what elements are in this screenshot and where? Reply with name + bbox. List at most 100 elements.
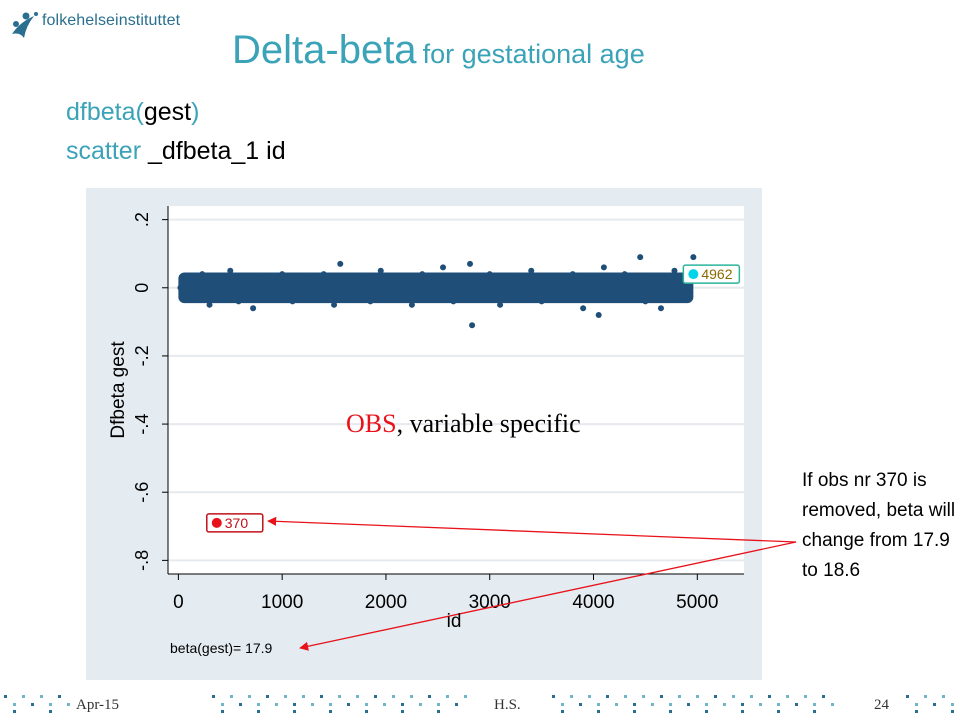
command-line-2: scatter _dfbeta_1 id [66, 137, 286, 166]
beta-annotation: beta(gest)= 17.9 [170, 640, 273, 656]
footer-dot [302, 695, 305, 698]
footer-dot [570, 695, 573, 698]
footer-dot [22, 695, 25, 698]
footer-dot [320, 695, 323, 698]
data-point [250, 305, 257, 312]
data-point [476, 295, 483, 301]
plot-area [168, 206, 744, 574]
x-tick-label: 4000 [572, 592, 614, 613]
footer-dot [597, 710, 600, 713]
x-tick-label: 5000 [676, 592, 718, 613]
footer-dot [49, 710, 52, 713]
data-point [199, 271, 206, 278]
data-point [467, 260, 474, 267]
footer-dot [741, 710, 744, 713]
data-point [218, 295, 225, 301]
data-point [595, 312, 602, 319]
data-point [242, 281, 249, 288]
title-sub: for gestational age [422, 39, 645, 69]
data-point [657, 305, 664, 312]
data-point [450, 298, 457, 305]
data-point [206, 301, 213, 308]
data-point [460, 277, 467, 284]
footer-dot [329, 703, 332, 706]
footer-dot [365, 703, 368, 706]
y-axis-label: Dfbeta gest [108, 341, 129, 439]
x-axis-label: id [447, 611, 462, 632]
data-point [517, 291, 524, 298]
footer-dot [741, 703, 744, 706]
footer-dot [40, 695, 43, 698]
footer-dot [419, 703, 422, 706]
footer-dot [392, 695, 395, 698]
footer-dot [248, 695, 251, 698]
footer-dot [347, 703, 350, 706]
footer-dot [831, 703, 834, 706]
footer-dot [795, 703, 798, 706]
footer-dot [561, 703, 564, 706]
data-point [268, 291, 275, 298]
footer-dot [329, 710, 332, 713]
footer-dot [750, 695, 753, 698]
logo [12, 12, 38, 38]
footer-dot [257, 703, 260, 706]
page-title: Delta-beta for gestational age [232, 28, 645, 73]
arrow-to-beta [299, 541, 797, 651]
footer-dot [597, 703, 600, 706]
command-1-close: ) [191, 98, 200, 126]
footer-dot [615, 703, 618, 706]
data-point [310, 295, 317, 301]
footer-dot [786, 695, 789, 698]
command-2-argument: _dfbeta_1 id [141, 137, 286, 165]
data-point [678, 295, 685, 301]
footer-dot [660, 695, 663, 698]
data-point [388, 295, 395, 301]
data-point [590, 274, 597, 281]
data-point [377, 267, 384, 274]
data-point [190, 291, 197, 298]
data-point [320, 271, 327, 278]
arrow-to-370 [267, 516, 797, 543]
y-tick-label: -.8 [132, 550, 152, 571]
footer-dot [813, 703, 816, 706]
data-point [398, 277, 405, 284]
data-point [569, 271, 576, 278]
footer-dot [777, 703, 780, 706]
highlight-box-4962 [682, 264, 741, 284]
x-tick-label: 3000 [469, 592, 511, 613]
data-point [419, 271, 426, 278]
y-tick-label: 0 [132, 283, 152, 293]
y-tick-label: -.2 [132, 345, 152, 366]
data-point [580, 305, 587, 312]
title-main: Delta-beta [232, 28, 417, 72]
footer-dots [4, 695, 954, 713]
footer-dot [696, 695, 699, 698]
observation-band [178, 272, 694, 304]
obs-annotation-rest: , variable specific [397, 409, 581, 438]
data-point [611, 295, 618, 301]
data-point [621, 271, 628, 278]
footer-dot [464, 695, 467, 698]
footer-dot [723, 703, 726, 706]
footer-dot [759, 703, 762, 706]
footer-dot [606, 695, 609, 698]
data-point [538, 298, 545, 305]
footer-dot [338, 695, 341, 698]
footer-dot [275, 703, 278, 706]
data-point [559, 295, 566, 301]
highlight-label-4962: 4962 [701, 266, 732, 282]
data-point [642, 298, 649, 305]
data-point [183, 274, 190, 281]
data-point [408, 301, 415, 308]
footer-dot [813, 710, 816, 713]
highlight-point-370 [211, 517, 222, 528]
footer-dot [239, 703, 242, 706]
footer-dot [678, 695, 681, 698]
x-tick-label: 1000 [261, 592, 303, 613]
footer-dot [705, 703, 708, 706]
footer-dot [633, 703, 636, 706]
data-point [637, 254, 644, 261]
footer-dot [561, 710, 564, 713]
data-point [331, 301, 338, 308]
